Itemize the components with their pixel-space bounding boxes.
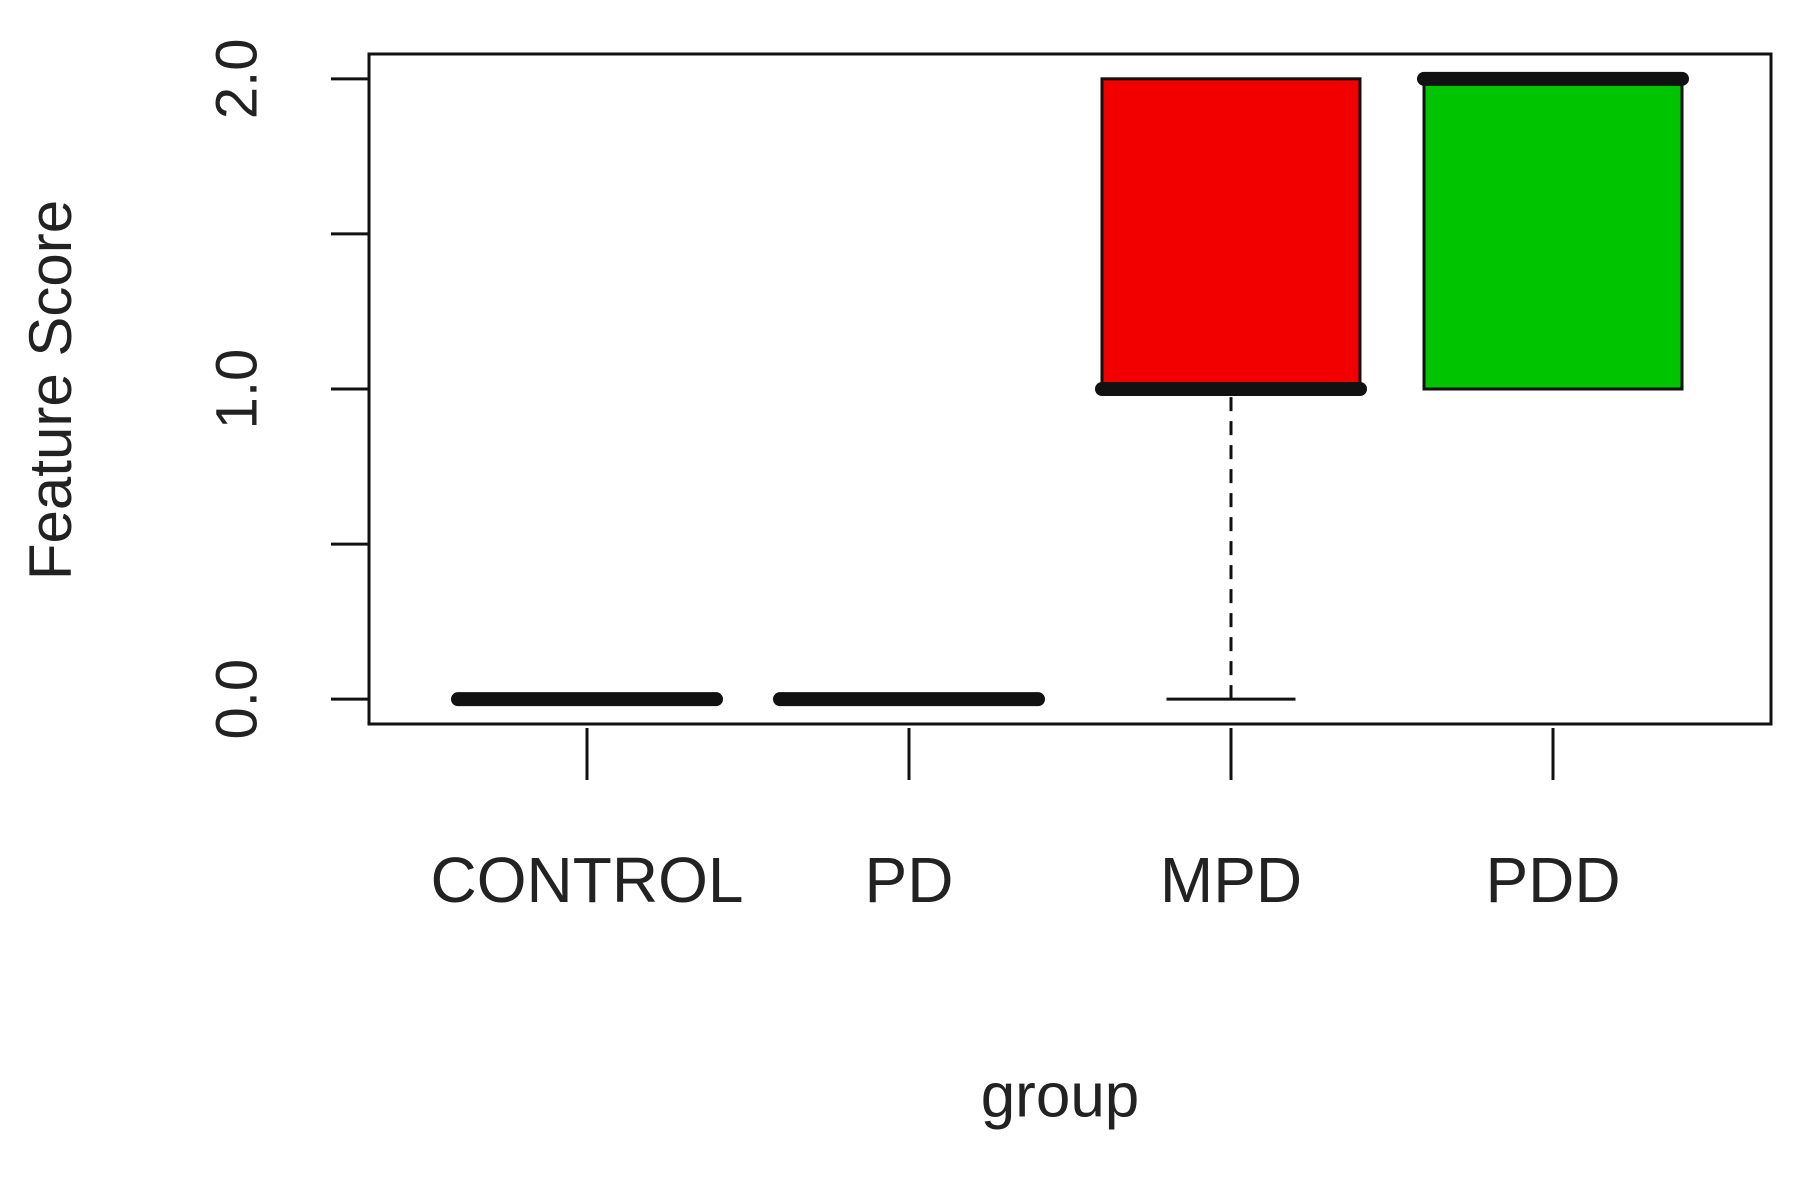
box (1422, 77, 1684, 391)
y-tick-label: 0.0 (204, 659, 269, 740)
box (1100, 77, 1362, 391)
x-tick-label: PD (865, 844, 954, 916)
y-axis-label: Feature Score (17, 200, 84, 580)
x-axis-label: group (981, 1061, 1140, 1130)
y-tick-label: 2.0 (204, 38, 269, 119)
x-tick-label: CONTROL (431, 844, 744, 916)
x-tick-label: PDD (1485, 844, 1620, 916)
y-tick-label: 1.0 (204, 349, 269, 430)
x-tick-label: MPD (1160, 844, 1302, 916)
